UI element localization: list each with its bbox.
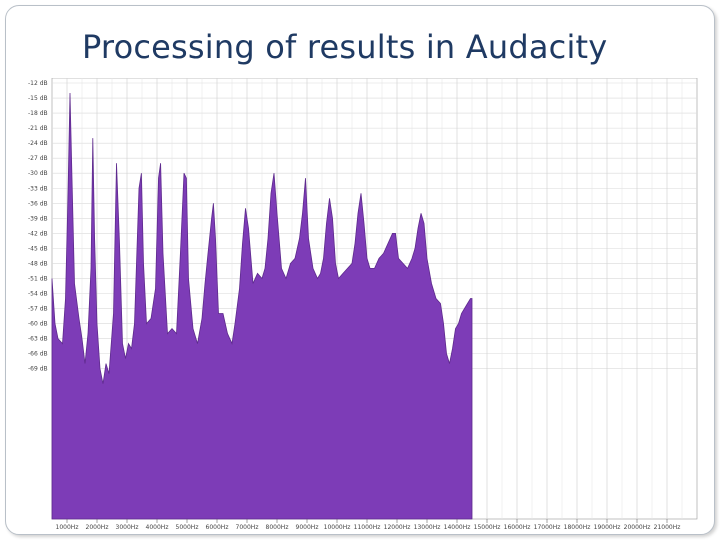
x-tick-label: 15000Hz: [474, 524, 501, 531]
x-tick-label: 16000Hz: [504, 524, 531, 531]
y-tick-label: -21 dB: [28, 125, 48, 132]
x-tick-label: 21000Hz: [654, 524, 681, 531]
x-tick-label: 14000Hz: [444, 524, 471, 531]
x-tick-label: 10000Hz: [324, 524, 351, 531]
y-axis-ticks: -12 dB -15 dB -18 dB -21 dB -24 dB -27 dB -30 …: [28, 80, 48, 373]
spectrum-chart: -12 dB -15 dB -18 dB -21 dB -24 dB -27 dB -30 …: [22, 78, 702, 532]
y-tick-label: -15 dB: [28, 95, 48, 102]
x-tick-label: 4000Hz: [146, 524, 169, 531]
y-tick-label: -36 dB: [28, 200, 48, 207]
x-tick-label: 9000Hz: [296, 524, 319, 531]
spectrum-svg: -12 dB -15 dB -18 dB -21 dB -24 dB -27 dB -30 …: [28, 78, 698, 531]
x-tick-label: 11000Hz: [354, 524, 381, 531]
x-tick-label: 3000Hz: [116, 524, 139, 531]
x-tick-label: 2000Hz: [86, 524, 109, 531]
x-tick-label: 20000Hz: [624, 524, 651, 531]
x-tick-label: 6000Hz: [206, 524, 229, 531]
slide-frame: Processing of results in Audacity -12 dB…: [5, 5, 715, 535]
y-tick-label: -63 dB: [28, 336, 48, 343]
x-tick-label: 12000Hz: [384, 524, 411, 531]
y-tick-label: -30 dB: [28, 170, 48, 177]
x-tick-label: 5000Hz: [176, 524, 199, 531]
y-tick-label: -42 dB: [28, 230, 48, 237]
x-tick-label: 13000Hz: [414, 524, 441, 531]
y-tick-label: -12 dB: [28, 80, 48, 87]
y-tick-label: -54 dB: [28, 290, 48, 297]
x-tick-label: 19000Hz: [594, 524, 621, 531]
y-tick-label: -18 dB: [28, 110, 48, 117]
y-tick-label: -24 dB: [28, 140, 48, 147]
y-tick-label: -39 dB: [28, 215, 48, 222]
x-tick-label: 7000Hz: [236, 524, 259, 531]
x-tick-label: 1000Hz: [56, 524, 79, 531]
y-tick-label: -33 dB: [28, 185, 48, 192]
x-tick-label: 8000Hz: [266, 524, 289, 531]
y-tick-label: -27 dB: [28, 155, 48, 162]
y-tick-label: -48 dB: [28, 260, 48, 267]
x-axis-ticks: 1000Hz 2000Hz 3000Hz 4000Hz 5000Hz 6000Hz 7000…: [56, 519, 681, 531]
y-tick-label: -66 dB: [28, 351, 48, 358]
slide-title: Processing of results in Audacity: [82, 28, 608, 66]
y-tick-label: -45 dB: [28, 245, 48, 252]
y-tick-label: -51 dB: [28, 275, 48, 282]
x-tick-label: 18000Hz: [564, 524, 591, 531]
y-tick-label: -57 dB: [28, 306, 48, 313]
x-tick-label: 17000Hz: [534, 524, 561, 531]
y-tick-label: -69 dB: [28, 366, 48, 373]
spectrum-area: [51, 92, 473, 520]
y-tick-label: -60 dB: [28, 321, 48, 328]
